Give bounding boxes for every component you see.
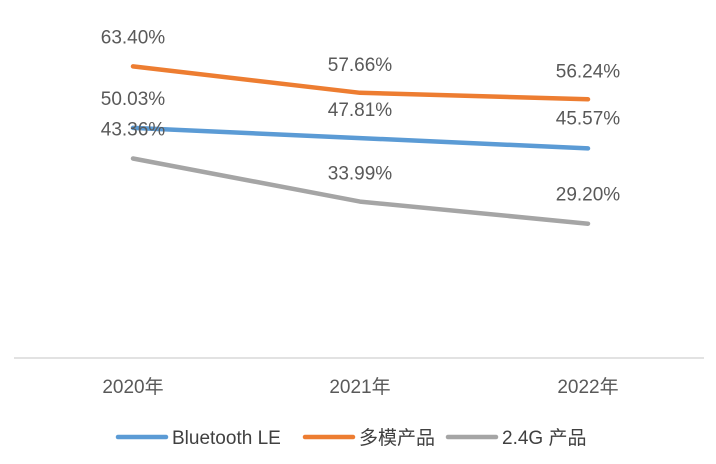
x-tick-label: 2021年 [329,376,390,398]
legend-label: Bluetooth LE [172,428,281,449]
series-line-2 [130,156,591,226]
data-label: 43.36% [101,120,166,141]
series-line-1 [130,64,591,102]
data-label: 50.03% [101,89,166,110]
data-label: 57.66% [328,55,393,76]
legend-label: 多模产品 [359,427,435,449]
x-tick-label: 2022年 [557,376,618,398]
data-label: 63.40% [101,27,166,48]
x-tick-label: 2020年 [102,376,163,398]
data-label: 45.57% [556,108,621,129]
legend: Bluetooth LE 多模产品 2.4G 产品 [115,427,586,449]
data-label: 33.99% [328,164,393,185]
series-line-0 [130,125,591,151]
data-label: 29.20% [556,185,621,206]
legend-label: 2.4G 产品 [502,427,586,449]
data-label: 56.24% [556,61,621,82]
data-label: 47.81% [328,100,393,121]
